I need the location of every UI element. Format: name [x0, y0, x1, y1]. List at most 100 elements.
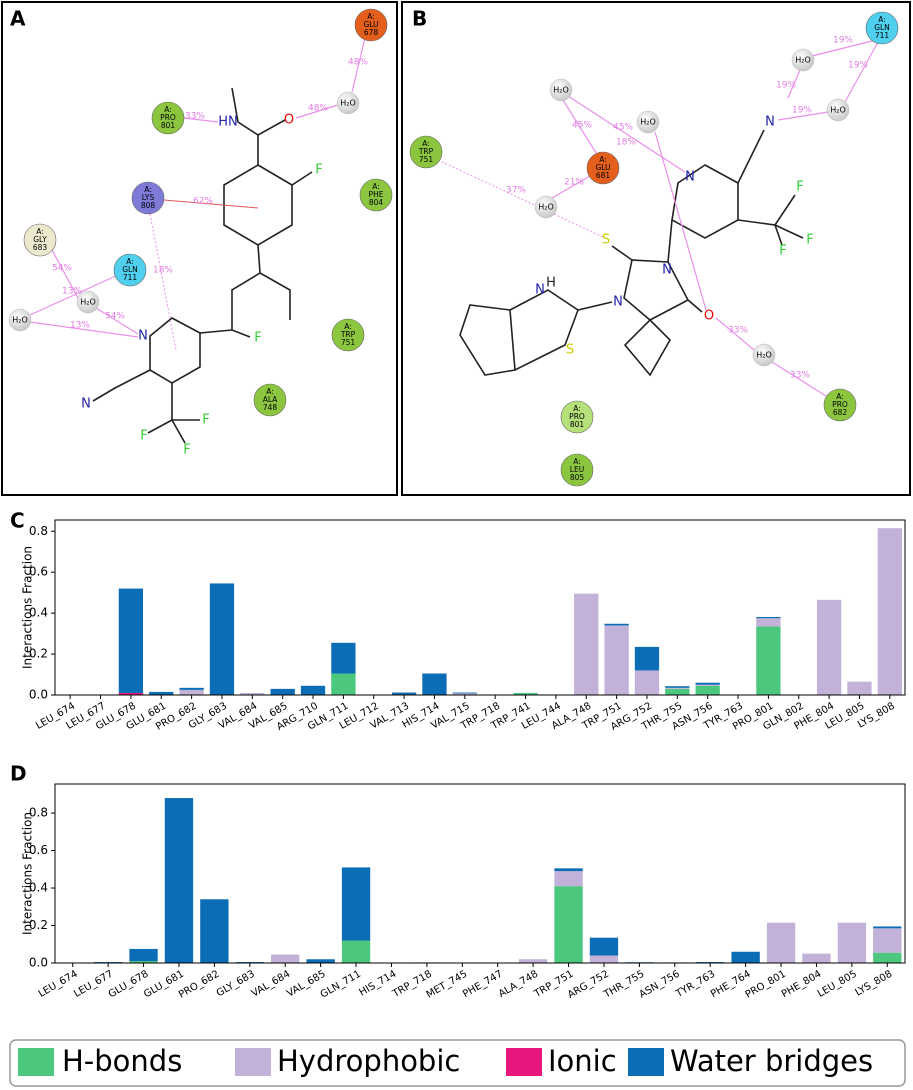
bar-segment [589, 955, 619, 963]
interaction [844, 41, 879, 103]
residue-label: 805 [570, 473, 585, 482]
percent-label: 18% [616, 138, 636, 148]
residue-label: A: [573, 404, 581, 413]
percent-label: 48% [348, 58, 368, 68]
percent-label: 54% [52, 264, 72, 274]
residue-label: A: [144, 185, 152, 194]
residue [354, 8, 388, 42]
water [549, 78, 573, 102]
percent-label: 19% [776, 81, 796, 91]
residue-label: PRO [832, 400, 848, 409]
water-label: H₂O [340, 99, 356, 108]
bar-segment [554, 868, 583, 872]
residue-label: A: [164, 105, 172, 114]
percent-label: 45% [613, 123, 633, 133]
percent-label: 19% [848, 61, 868, 71]
residue [560, 400, 594, 434]
bar-segment [300, 685, 326, 695]
percent-label: 33% [790, 371, 810, 381]
legend-swatch [506, 1048, 542, 1076]
interaction [777, 111, 829, 121]
bond [231, 87, 259, 136]
x-tick-label: MET_745 [425, 969, 470, 1001]
residue-label: A: [266, 387, 274, 396]
interaction [163, 199, 259, 209]
residue [23, 223, 57, 257]
y-tick-label: 0.2 [29, 647, 48, 661]
residue-label: GLY [33, 235, 47, 244]
percent-label: 45% [572, 121, 592, 131]
x-tick-label: LEU_674 [37, 969, 80, 1000]
bar-segment [665, 688, 690, 695]
percent-label: 13% [70, 321, 90, 331]
bar-segment [452, 693, 477, 695]
y-tick-label: 0.0 [29, 688, 48, 702]
atom-label: N [765, 115, 775, 130]
water-label: H₂O [640, 118, 656, 127]
water-label: H₂O [80, 298, 96, 307]
y-tick-label: 0.0 [29, 956, 48, 970]
x-tick-label: GLN_711 [319, 969, 363, 1001]
water [534, 195, 558, 219]
bar-segment [341, 940, 371, 963]
atom-label: F [140, 429, 147, 444]
residue-label: A: [126, 257, 134, 266]
bond [171, 419, 186, 444]
bar-segment [209, 583, 235, 695]
x-tick-label: TYR_763 [673, 969, 717, 1001]
molecule-b [437, 39, 879, 397]
x-tick-label: ASN_756 [638, 969, 682, 1001]
bar-segment [452, 692, 477, 694]
residue-label: LYS [142, 193, 155, 202]
bar-segment [518, 959, 548, 963]
bond [774, 224, 804, 239]
interaction [51, 249, 79, 299]
residue [131, 181, 165, 215]
atom-label: F [254, 331, 261, 346]
atom-label: N [81, 397, 91, 412]
percent-label: 18% [153, 266, 173, 276]
bar-segment [129, 948, 158, 962]
bar-segment [731, 951, 760, 963]
residue-label: GLN [122, 265, 138, 274]
residue [409, 135, 443, 169]
bar-segment [589, 937, 619, 956]
x-tick-label: LEU_805 [816, 969, 859, 1000]
bar-segment [756, 618, 781, 627]
water-label: H₂O [830, 106, 846, 115]
residue-label: PHE [369, 190, 384, 199]
panel-a-frame [1, 1, 398, 496]
bar-segment [271, 954, 300, 963]
bond [291, 171, 313, 186]
water [826, 98, 850, 122]
bar-segment [837, 922, 867, 963]
residue [865, 11, 899, 45]
bond [257, 244, 291, 320]
percent-label: 33% [185, 112, 205, 122]
interaction [437, 159, 606, 239]
bar-segment [665, 687, 690, 689]
atom-label: HN [218, 115, 238, 130]
bond [231, 272, 261, 338]
x-tick-label: GLY_683 [215, 969, 257, 1000]
residue-label: GLN [874, 23, 890, 32]
interaction [95, 307, 139, 335]
residue-label: TRP [340, 330, 356, 339]
residue [151, 101, 185, 135]
plot-frame [54, 519, 906, 696]
residue-label: A: [836, 392, 844, 401]
x-tick-label: ALA_748 [497, 969, 540, 1000]
atom-label: F [183, 443, 190, 458]
residue-label: ALA [263, 395, 278, 404]
x-tick-label: PRO_801 [744, 969, 788, 1001]
bar-segment [240, 692, 265, 695]
atom-label: N [613, 295, 623, 310]
percent-label: 19% [792, 106, 812, 116]
percent-label: 13% [62, 287, 82, 297]
bar-segment [422, 673, 447, 695]
panel-b-frame [401, 1, 911, 496]
plot-frame [54, 783, 906, 964]
bar-segment [574, 593, 599, 695]
legend-label: Ionic [548, 1044, 617, 1078]
water [752, 343, 776, 367]
